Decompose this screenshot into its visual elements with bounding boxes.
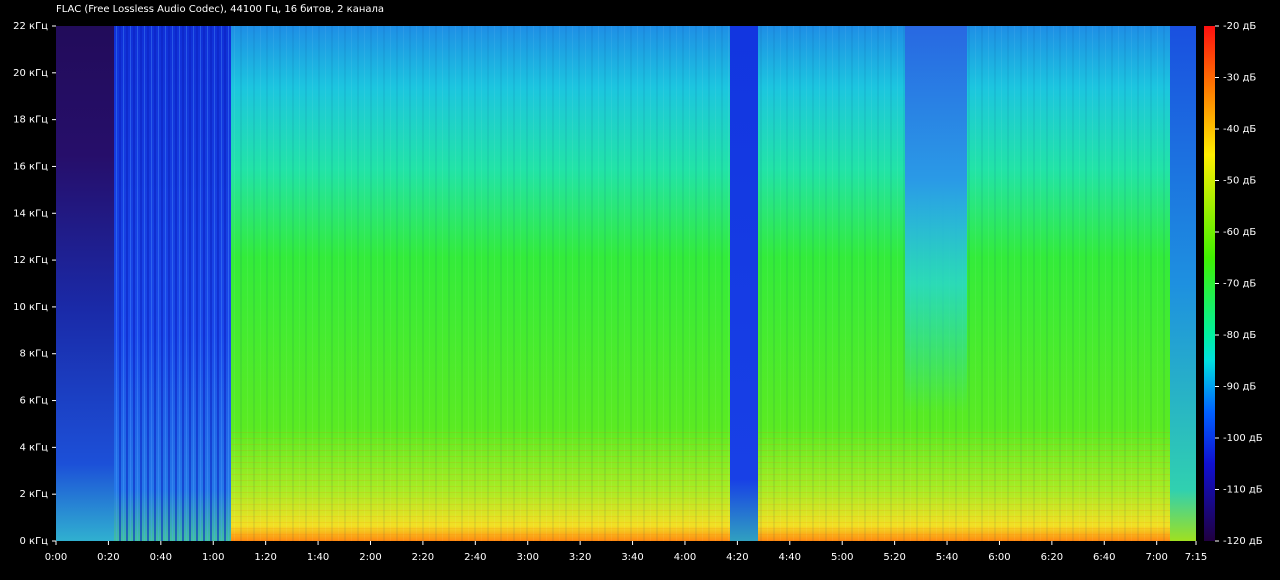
y-tick-label: 0 кГц	[20, 536, 49, 547]
x-tick-label: 6:00	[988, 552, 1010, 563]
x-tick-label: 3:40	[621, 552, 643, 563]
y-tick-label: 22 кГц	[13, 21, 48, 32]
color-tick-label: -30 дБ	[1223, 73, 1256, 84]
color-tick-label: -50 дБ	[1223, 176, 1256, 187]
chart-title: FLAC (Free Lossless Audio Codec), 44100 …	[56, 4, 384, 15]
x-tick-label: 2:40	[464, 552, 486, 563]
y-tick-label: 8 кГц	[20, 349, 49, 360]
x-tick-label: 2:00	[359, 552, 381, 563]
color-tick-label: -120 дБ	[1223, 536, 1263, 547]
color-tick-label: -70 дБ	[1223, 279, 1256, 290]
x-tick-label: 1:40	[307, 552, 329, 563]
y-tick-label: 4 кГц	[20, 442, 49, 453]
x-tick-label: 4:20	[726, 552, 748, 563]
x-tick-label: 7:15	[1185, 552, 1207, 563]
y-tick-label: 10 кГц	[13, 302, 48, 313]
y-tick-label: 12 кГц	[13, 255, 48, 266]
y-tick-label: 18 кГц	[13, 115, 48, 126]
x-tick-label: 0:40	[150, 552, 172, 563]
y-tick-label: 16 кГц	[13, 161, 48, 172]
x-tick-label: 0:00	[45, 552, 67, 563]
color-tick-label: -80 дБ	[1223, 330, 1256, 341]
color-tick-label: -20 дБ	[1223, 21, 1256, 32]
spectrogram-image	[56, 26, 1196, 541]
x-tick-label: 4:40	[779, 552, 801, 563]
x-tick-label: 0:20	[97, 552, 119, 563]
x-tick-label: 1:00	[202, 552, 224, 563]
x-tick-label: 6:40	[1093, 552, 1115, 563]
y-tick-label: 20 кГц	[13, 68, 48, 79]
y-tick-label: 2 кГц	[20, 489, 49, 500]
x-tick-label: 3:20	[569, 552, 591, 563]
color-tick-label: -60 дБ	[1223, 227, 1256, 238]
x-tick-label: 5:00	[831, 552, 853, 563]
x-tick-label: 1:20	[254, 552, 276, 563]
color-tick-label: -40 дБ	[1223, 124, 1256, 135]
color-tick-label: -100 дБ	[1223, 433, 1263, 444]
y-tick-label: 6 кГц	[20, 396, 49, 407]
color-tick-label: -90 дБ	[1223, 382, 1256, 393]
y-tick-label: 14 кГц	[13, 208, 48, 219]
x-tick-label: 6:20	[1041, 552, 1063, 563]
x-tick-label: 7:00	[1145, 552, 1167, 563]
x-tick-label: 5:40	[936, 552, 958, 563]
color-scale-bar	[1204, 26, 1215, 541]
x-tick-label: 5:20	[883, 552, 905, 563]
x-tick-label: 2:20	[412, 552, 434, 563]
color-tick-label: -110 дБ	[1223, 485, 1263, 496]
x-tick-label: 4:00	[674, 552, 696, 563]
x-tick-label: 3:00	[516, 552, 538, 563]
